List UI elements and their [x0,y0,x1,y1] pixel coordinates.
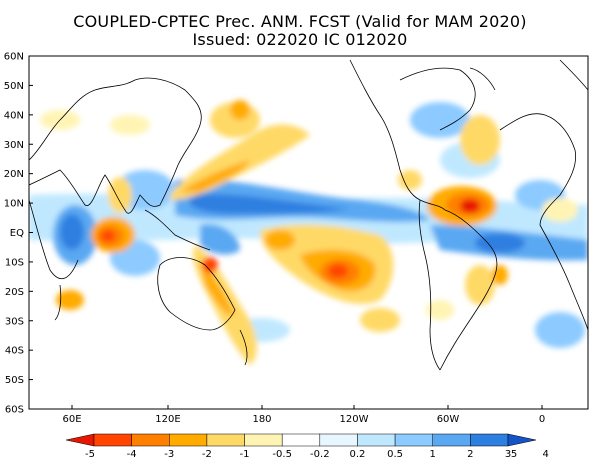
longitude-label: 120E [155,414,180,425]
legend-label: 1 [430,449,436,460]
anomaly-region [60,214,84,250]
coastline [439,209,498,371]
latitude-label: 60N [4,52,24,63]
longitude-label: 60W [437,414,460,425]
anomaly-region [465,265,495,305]
legend-label: 3 [505,449,511,460]
coastline [157,257,236,331]
legend-label: -1 [240,449,250,460]
legend-swatch [244,433,283,447]
legend-label: 2 [467,449,473,460]
legend-label: 0.5 [387,449,403,460]
latitude-label: 30S [5,316,24,327]
anomaly-region [202,257,218,273]
anomaly-region [360,308,400,332]
anomaly-region [200,260,235,316]
legend-label: -0.2 [310,449,330,460]
latitude-label: 20N [4,169,24,180]
anomaly-region [110,115,150,135]
anomaly-region [101,230,115,242]
legend-label: -3 [164,449,174,460]
latitude-label: 30N [4,140,24,151]
coastline [29,77,202,214]
longitude-label: 120W [340,414,369,425]
anomaly-region [460,115,500,165]
latitude-label: 50N [4,81,24,92]
latitude-label: EQ [10,228,24,239]
coastline [499,113,588,331]
anomaly-region [108,177,132,213]
legend-swatch [93,433,132,447]
longitude-label: 60E [62,414,81,425]
legend-swatch [206,433,245,447]
legend-swatch [357,433,396,447]
anomaly-region [328,264,348,278]
coastline [239,329,248,366]
anomaly-region [56,290,84,310]
map-title: COUPLED-CPTEC Prec. ANM. FCST (Valid for… [73,12,527,31]
coastline [418,199,441,371]
coastline [144,209,211,251]
legend-label: -4 [127,449,137,460]
anomaly-region [190,193,350,214]
latitude-label: 10S [5,257,24,268]
legend-label: 4 [542,449,548,460]
anomaly-region [475,233,525,253]
legend-swatch [319,433,358,447]
map-subtitle: Issued: 022020 IC 012020 [192,30,408,49]
anomaly-region [180,160,250,192]
legend-swatch [65,433,95,447]
legend-swatch [169,433,208,447]
legend-swatch [394,433,433,447]
longitude-labels: 60E 120E 180 120W 60W 0 [62,405,545,425]
coastlines [29,59,588,371]
longitude-label: 180 [252,414,271,425]
anomaly-region [398,170,422,190]
anomaly-region [200,224,240,255]
legend-swatch [507,433,537,447]
coastline [54,284,62,321]
legend-label: 5 [511,449,517,460]
latitude-label: 40N [4,110,24,121]
legend-label: -2 [202,449,212,460]
latitude-label: 50S [5,375,24,386]
legend-swatch [131,433,170,447]
latitude-labels: 60N 50N 40N 30N 20N 10N EQ 10S 20S 30S 40S 50S 60S [4,52,33,416]
coastline [399,67,476,131]
coastline [559,59,588,91]
coastline [349,59,446,211]
anomaly-region [460,199,480,213]
legend-swatch [470,433,509,447]
legend-swatch [281,433,321,447]
anomaly-region [426,300,454,320]
anomaly-region [265,230,295,250]
latitude-label: 40S [5,346,24,357]
anomaly-region [230,100,250,120]
latitude-label: 60S [5,405,24,416]
coastline [469,67,496,91]
anomaly-region [410,102,470,138]
legend-label: -0.5 [272,449,292,460]
latitude-label: 20S [5,287,24,298]
longitude-label: 0 [539,414,545,425]
anomaly-field [29,100,588,365]
legend-label: -5 [85,449,95,460]
anomaly-region [535,312,585,348]
latitude-label: 10N [4,199,24,210]
legend-label: 0.2 [350,449,366,460]
legend-swatch [432,433,471,447]
coastline [29,199,79,280]
